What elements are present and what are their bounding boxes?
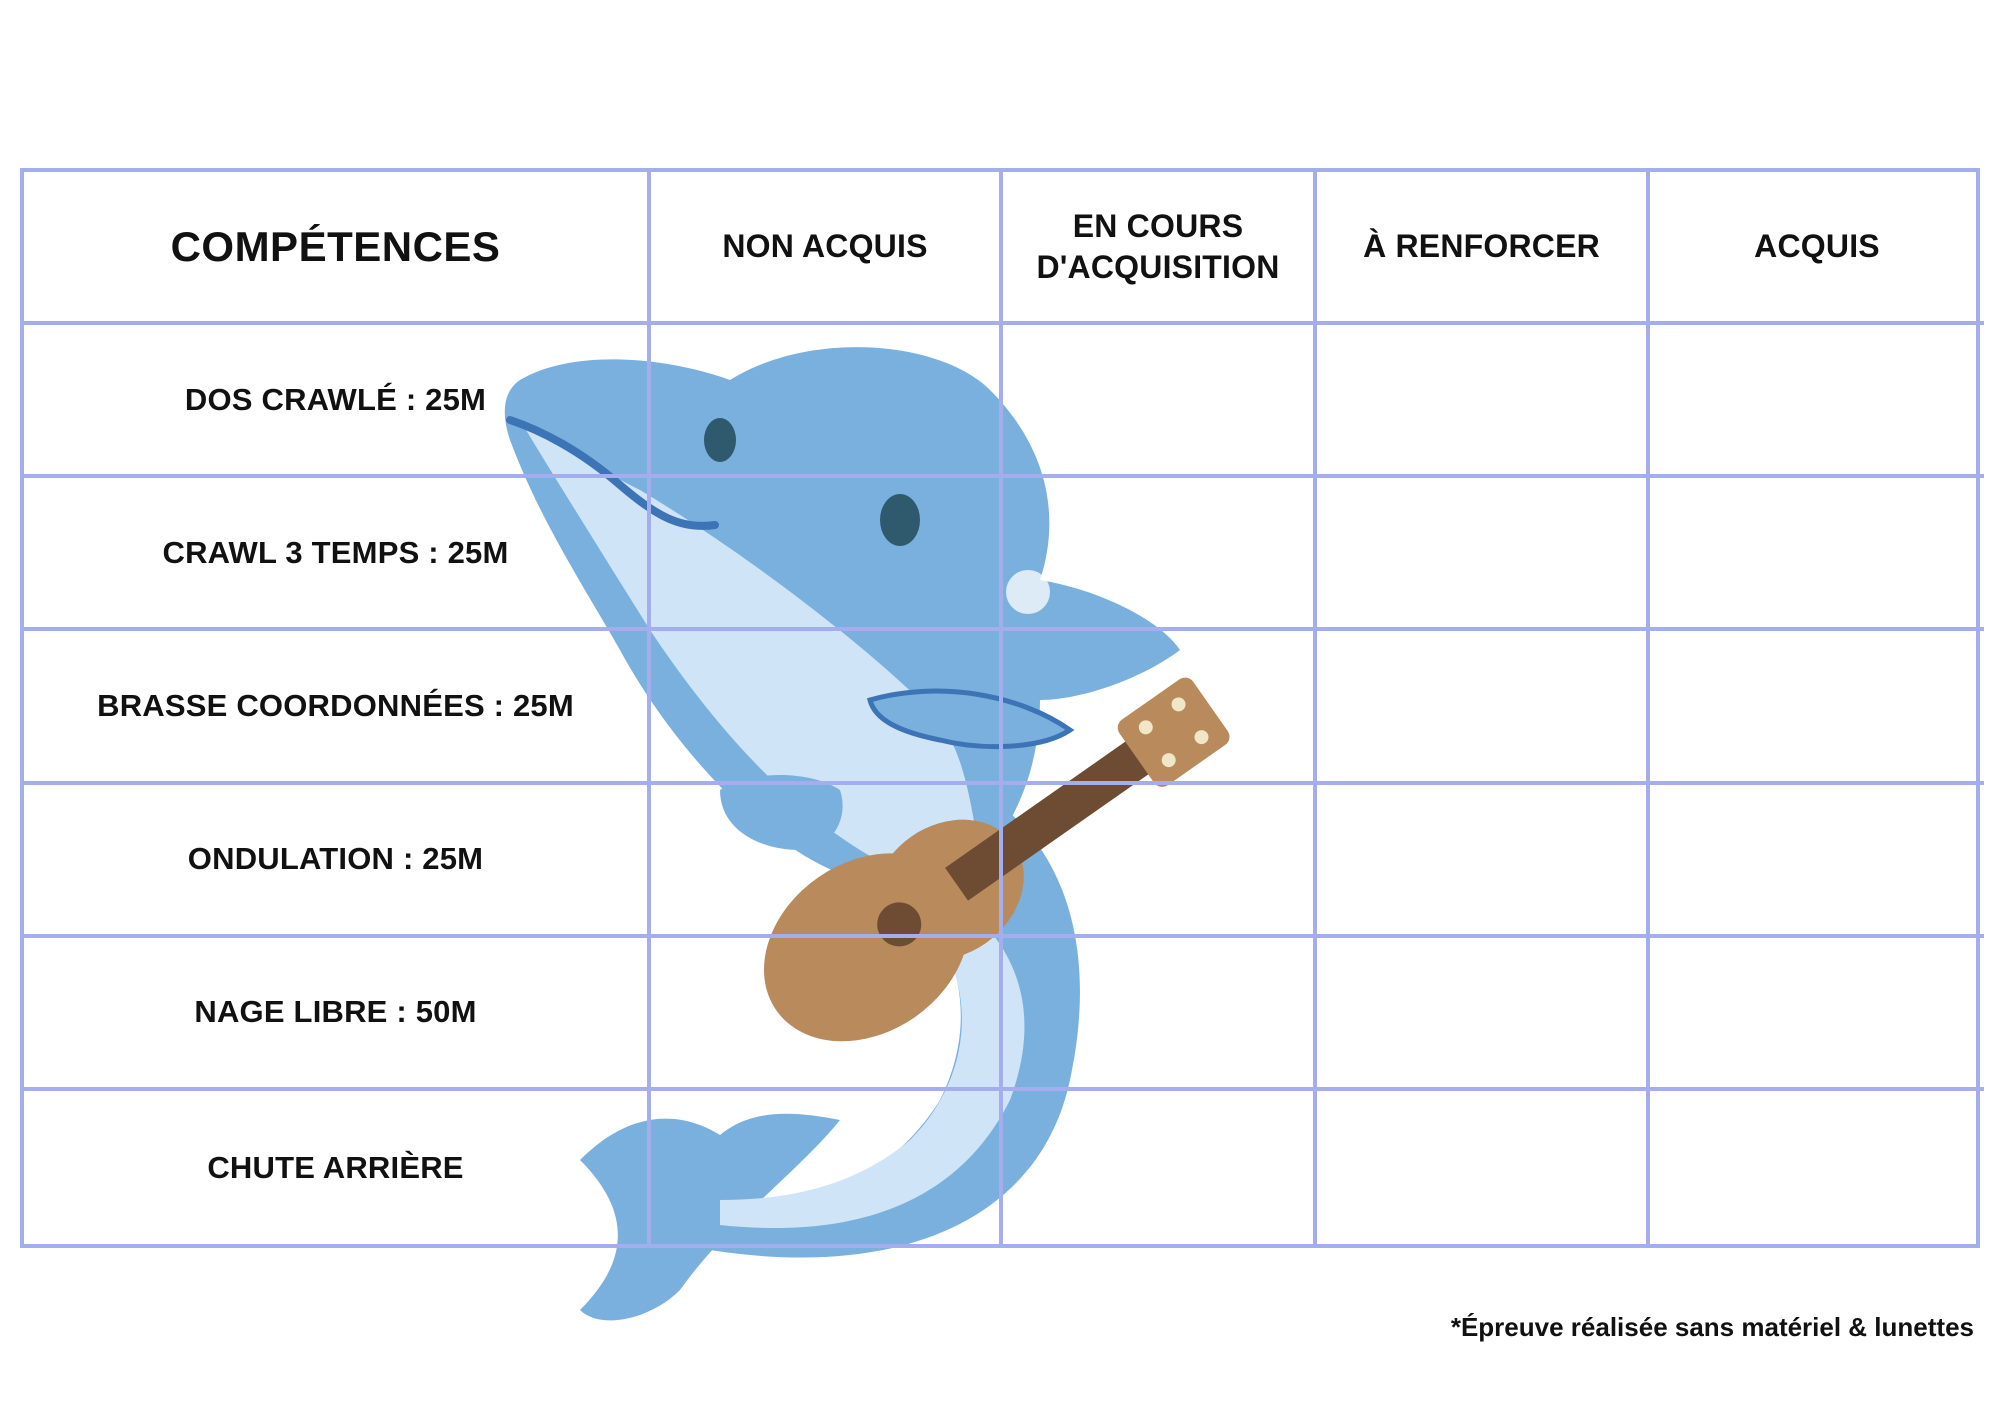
checkbox-cell-to-reinforce[interactable] xyxy=(1317,784,1650,938)
skill-label-breaststroke: BRASSE COORDONNÉES : 25M xyxy=(24,631,651,785)
header-in-progress-line2: D'ACQUISITION xyxy=(1036,248,1280,285)
dolphin-flipper-left xyxy=(720,775,843,850)
checkbox-cell-acquired[interactable] xyxy=(1650,631,1984,785)
checkbox-cell-in-progress[interactable] xyxy=(1003,1090,1317,1244)
skill-label-backward-fall: CHUTE ARRIÈRE xyxy=(24,1090,651,1244)
checkbox-cell-acquired[interactable] xyxy=(1650,785,1984,938)
skill-label-crawl: CRAWL 3 TEMPS : 25M xyxy=(24,478,651,632)
checkbox-cell-in-progress[interactable] xyxy=(1003,325,1317,479)
checkbox-cell-not-acquired[interactable] xyxy=(651,1090,1003,1244)
dolphin-tail-belly xyxy=(720,920,1025,1229)
skills-evaluation-table: COMPÉTENCES NON ACQUIS EN COURS D'ACQUIS… xyxy=(20,168,1984,1248)
ukulele xyxy=(764,677,1230,1042)
header-to-reinforce: À RENFORCER xyxy=(1317,172,1650,326)
checkbox-cell-to-reinforce[interactable] xyxy=(1317,1090,1650,1244)
dolphin-belly xyxy=(520,420,980,873)
checkbox-cell-not-acquired[interactable] xyxy=(651,325,1003,479)
checkbox-cell-not-acquired[interactable] xyxy=(651,784,1003,938)
skill-label-freestyle: NAGE LIBRE : 50M xyxy=(24,937,651,1091)
dolphin-highlight xyxy=(1006,570,1050,614)
checkbox-cell-in-progress[interactable] xyxy=(1003,631,1317,785)
skill-label-backstroke: DOS CRAWLÉ : 25M xyxy=(24,325,651,479)
header-not-acquired: NON ACQUIS xyxy=(651,172,1003,326)
footnote: *Épreuve réalisée sans matériel & lunett… xyxy=(1450,1312,1974,1342)
checkbox-cell-not-acquired[interactable] xyxy=(651,937,1003,1091)
dolphin-ukulele-illustration xyxy=(504,347,1230,1321)
checkbox-cell-in-progress[interactable] xyxy=(1003,478,1317,632)
dolphin-flipper-right xyxy=(866,688,1075,750)
checkbox-cell-acquired[interactable] xyxy=(1650,938,1984,1091)
checkbox-cell-not-acquired[interactable] xyxy=(651,631,1003,785)
header-skills: COMPÉTENCES xyxy=(24,172,651,326)
dolphin-eye-right xyxy=(880,494,920,546)
checkbox-cell-to-reinforce[interactable] xyxy=(1317,325,1650,479)
checkbox-cell-to-reinforce[interactable] xyxy=(1317,631,1650,785)
checkbox-cell-acquired[interactable] xyxy=(1650,325,1984,479)
checkbox-cell-in-progress[interactable] xyxy=(1003,784,1317,938)
dolphin-mouth xyxy=(506,416,719,530)
header-in-progress-line1: EN COURS xyxy=(1072,207,1244,244)
checkbox-cell-in-progress[interactable] xyxy=(1003,937,1317,1091)
skill-label-undulation: ONDULATION : 25M xyxy=(24,784,651,938)
checkbox-cell-acquired[interactable] xyxy=(1650,1091,1984,1244)
checkbox-cell-acquired[interactable] xyxy=(1650,478,1984,632)
checkbox-cell-to-reinforce[interactable] xyxy=(1317,937,1650,1091)
header-in-progress: EN COURS D'ACQUISITION xyxy=(1003,172,1317,326)
dolphin-eye-left xyxy=(704,418,736,462)
checkbox-cell-to-reinforce[interactable] xyxy=(1317,478,1650,632)
header-acquired: ACQUIS xyxy=(1650,172,1984,326)
checkbox-cell-not-acquired[interactable] xyxy=(651,478,1003,632)
